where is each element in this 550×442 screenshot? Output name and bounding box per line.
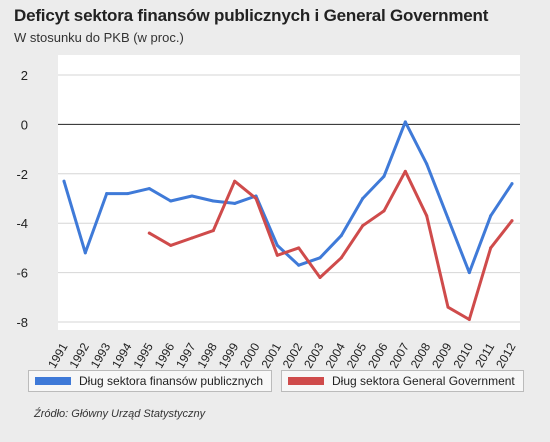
data-point xyxy=(126,192,130,196)
data-point xyxy=(233,201,237,205)
x-tick-label: 2004 xyxy=(322,340,348,370)
data-point xyxy=(510,182,514,186)
data-point xyxy=(62,179,66,183)
data-point xyxy=(297,246,301,250)
x-tick-label: 2008 xyxy=(408,340,434,370)
series-line-2 xyxy=(147,169,514,321)
x-tick-label: 1999 xyxy=(216,340,242,370)
data-point xyxy=(425,162,429,166)
data-point xyxy=(446,305,450,309)
source-note: Źródło: Główny Urząd Statystyczny xyxy=(34,408,206,420)
data-point xyxy=(190,194,194,198)
legend-label-series1: Dług sektora finansów publicznych xyxy=(79,374,264,388)
data-point xyxy=(169,199,173,203)
x-tick-label: 2003 xyxy=(301,340,327,370)
x-tick-label: 1991 xyxy=(45,340,71,370)
data-point xyxy=(339,234,343,238)
data-point xyxy=(339,256,343,260)
x-tick-label: 2009 xyxy=(429,340,455,370)
data-point xyxy=(361,224,365,228)
data-point xyxy=(446,216,450,220)
x-tick-label: 1993 xyxy=(88,340,114,370)
data-point xyxy=(467,271,471,275)
data-point xyxy=(275,253,279,257)
data-point xyxy=(190,236,194,240)
y-tick-label: -4 xyxy=(16,216,28,231)
x-tick-label: 2012 xyxy=(493,340,519,370)
x-tick-label: 2005 xyxy=(344,340,370,370)
x-tick-label: 1995 xyxy=(130,340,156,370)
y-tick-label: 0 xyxy=(21,117,28,132)
y-tick-label: 2 xyxy=(21,68,28,83)
legend-swatch-series1 xyxy=(35,377,71,385)
data-point xyxy=(254,197,258,200)
data-point xyxy=(147,231,151,235)
chart-subtitle: W stosunku do PKB (w proc.) xyxy=(14,30,184,45)
x-tick-label: 2000 xyxy=(237,340,263,370)
series-line-1 xyxy=(62,120,514,275)
data-point xyxy=(489,214,493,218)
y-tick-label: -8 xyxy=(16,315,28,330)
legend-item-series1: Dług sektora finansów publicznych xyxy=(28,370,273,392)
data-point xyxy=(211,199,215,203)
data-point xyxy=(403,120,407,124)
data-point xyxy=(425,214,429,218)
data-point xyxy=(275,243,279,247)
legend-item-series2: Dług sektora General Government xyxy=(281,370,524,392)
x-tick-label: 1997 xyxy=(173,340,199,370)
x-tick-label: 1994 xyxy=(109,340,135,370)
data-point xyxy=(297,263,301,267)
y-tick-label: -2 xyxy=(16,167,28,182)
x-tick-label: 1998 xyxy=(194,340,220,370)
data-point xyxy=(467,318,471,322)
data-point xyxy=(403,169,407,173)
data-point xyxy=(382,174,386,178)
data-point xyxy=(318,256,322,260)
x-tick-label: 2010 xyxy=(450,340,476,370)
data-point xyxy=(211,229,215,233)
data-point xyxy=(147,187,151,191)
data-point xyxy=(510,219,514,223)
data-point xyxy=(83,251,87,255)
x-tick-label: 2011 xyxy=(472,340,497,370)
y-tick-label: -6 xyxy=(16,266,28,281)
x-tick-label: 2001 xyxy=(258,340,284,370)
data-point xyxy=(233,179,237,183)
data-point xyxy=(361,197,365,200)
data-point xyxy=(489,246,493,250)
x-tick-label: 1996 xyxy=(152,340,178,370)
x-tick-label: 2002 xyxy=(280,340,306,370)
data-point xyxy=(318,276,322,280)
legend-label-series2: Dług sektora General Government xyxy=(332,374,515,388)
data-point xyxy=(169,243,173,247)
chart-title: Deficyt sektora finansów publicznych i G… xyxy=(14,6,489,25)
x-tick-label: 2006 xyxy=(365,340,391,370)
data-point xyxy=(105,192,109,196)
legend-swatch-series2 xyxy=(288,377,324,385)
data-point xyxy=(382,209,386,213)
x-tick-label: 2007 xyxy=(386,340,412,370)
x-tick-label: 1992 xyxy=(66,340,92,370)
